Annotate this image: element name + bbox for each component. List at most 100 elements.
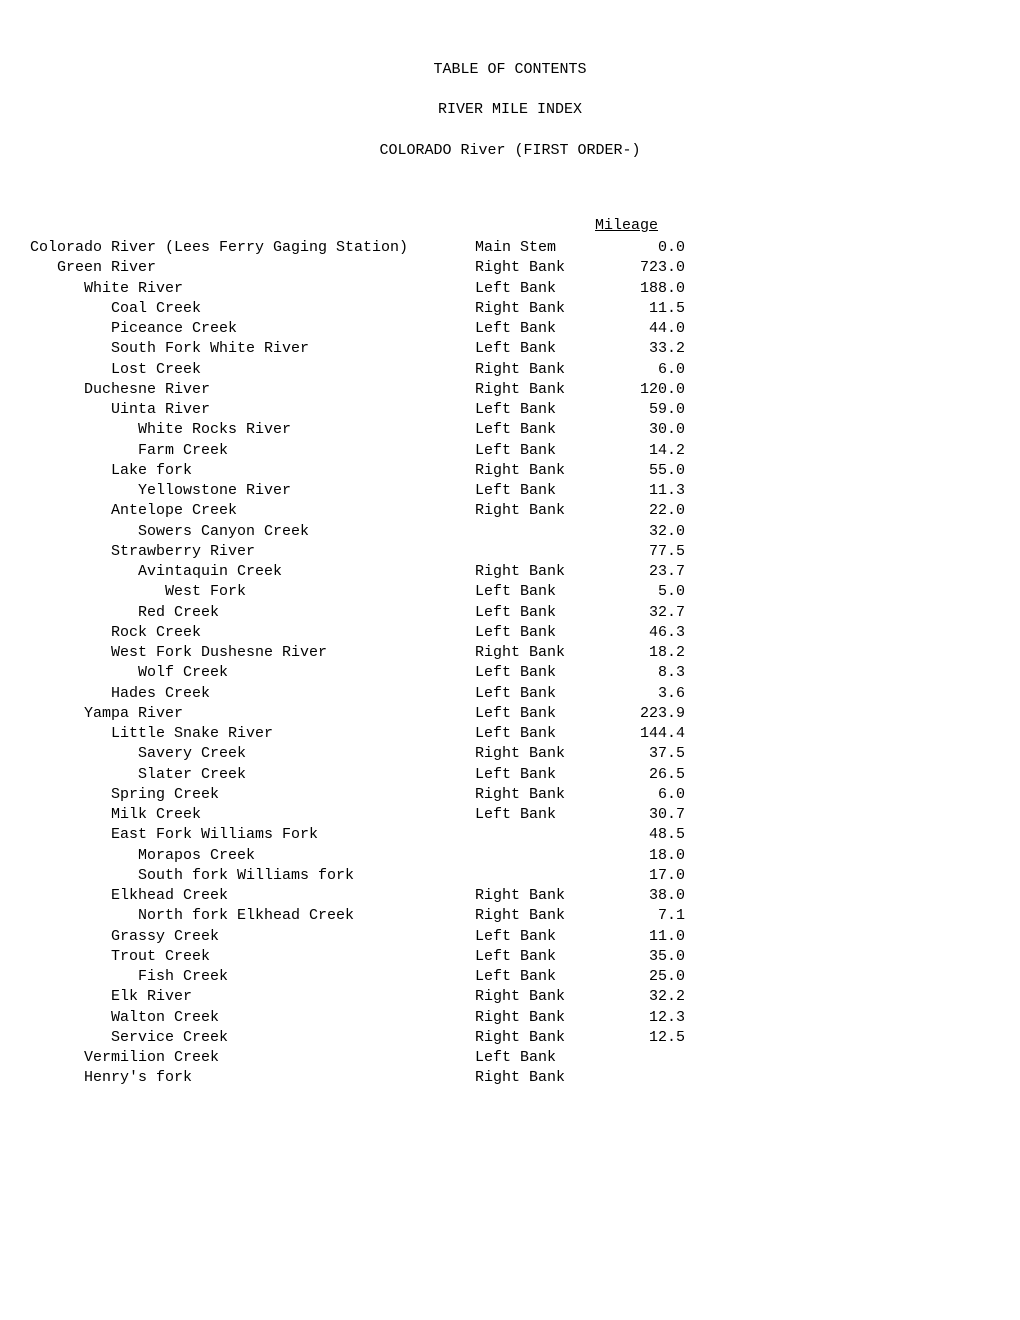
mileage-value: [595, 1068, 685, 1088]
bank-side: Right Bank: [475, 1028, 595, 1048]
mileage-value: 18.0: [595, 846, 685, 866]
bank-side: Left Bank: [475, 441, 595, 461]
table-row: Spring CreekRight Bank6.0: [30, 785, 1000, 805]
river-name: North fork Elkhead Creek: [30, 906, 475, 926]
table-row: Walton CreekRight Bank12.3: [30, 1008, 1000, 1028]
table-row: South fork Williams fork17.0: [30, 866, 1000, 886]
bank-side: [475, 825, 595, 845]
table-row: North fork Elkhead CreekRight Bank7.1: [30, 906, 1000, 926]
table-body: Colorado River (Lees Ferry Gaging Statio…: [30, 238, 1000, 1089]
bank-side: Right Bank: [475, 1008, 595, 1028]
river-name: Slater Creek: [30, 765, 475, 785]
header-mileage-col: Mileage: [595, 216, 685, 236]
river-name: Henry's fork: [30, 1068, 475, 1088]
table-row: Morapos Creek18.0: [30, 846, 1000, 866]
mileage-value: 55.0: [595, 461, 685, 481]
river-name: Wolf Creek: [30, 663, 475, 683]
river-name: Sowers Canyon Creek: [30, 522, 475, 542]
table-row: Avintaquin CreekRight Bank23.7: [30, 562, 1000, 582]
bank-side: Right Bank: [475, 886, 595, 906]
bank-side: Right Bank: [475, 380, 595, 400]
mileage-value: 32.0: [595, 522, 685, 542]
mileage-value: 30.7: [595, 805, 685, 825]
mileage-value: 25.0: [595, 967, 685, 987]
mileage-value: 14.2: [595, 441, 685, 461]
river-name: Strawberry River: [30, 542, 475, 562]
table-row: East Fork Williams Fork48.5: [30, 825, 1000, 845]
bank-side: Left Bank: [475, 1048, 595, 1068]
bank-side: Left Bank: [475, 765, 595, 785]
river-name: South fork Williams fork: [30, 866, 475, 886]
bank-side: Left Bank: [475, 663, 595, 683]
bank-side: Right Bank: [475, 643, 595, 663]
river-name: Avintaquin Creek: [30, 562, 475, 582]
bank-side: Right Bank: [475, 785, 595, 805]
bank-side: Left Bank: [475, 603, 595, 623]
header-name-col: [30, 216, 475, 236]
river-name: White Rocks River: [30, 420, 475, 440]
bank-side: Right Bank: [475, 258, 595, 278]
subtitle: RIVER MILE INDEX: [20, 100, 1000, 120]
table-row: Fish CreekLeft Bank25.0: [30, 967, 1000, 987]
table-row: Coal CreekRight Bank11.5: [30, 299, 1000, 319]
bank-side: Right Bank: [475, 461, 595, 481]
table-row: Colorado River (Lees Ferry Gaging Statio…: [30, 238, 1000, 258]
table-row: Rock CreekLeft Bank46.3: [30, 623, 1000, 643]
river-mile-table: Mileage Colorado River (Lees Ferry Gagin…: [20, 216, 1000, 1089]
river-name: South Fork White River: [30, 339, 475, 359]
table-row: Green RiverRight Bank723.0: [30, 258, 1000, 278]
table-row: Elkhead CreekRight Bank38.0: [30, 886, 1000, 906]
table-row: West Fork Dushesne RiverRight Bank18.2: [30, 643, 1000, 663]
mileage-value: 44.0: [595, 319, 685, 339]
table-row: Vermilion CreekLeft Bank: [30, 1048, 1000, 1068]
river-name: Colorado River (Lees Ferry Gaging Statio…: [30, 238, 475, 258]
river-name: Grassy Creek: [30, 927, 475, 947]
table-row: Duchesne RiverRight Bank120.0: [30, 380, 1000, 400]
mileage-value: 30.0: [595, 420, 685, 440]
river-name: Duchesne River: [30, 380, 475, 400]
table-row: White Rocks RiverLeft Bank30.0: [30, 420, 1000, 440]
mileage-value: 5.0: [595, 582, 685, 602]
river-name: Elk River: [30, 987, 475, 1007]
river-name: Green River: [30, 258, 475, 278]
bank-side: [475, 846, 595, 866]
table-row: Piceance CreekLeft Bank44.0: [30, 319, 1000, 339]
table-row: Farm CreekLeft Bank14.2: [30, 441, 1000, 461]
bank-side: Left Bank: [475, 339, 595, 359]
mileage-value: 3.6: [595, 684, 685, 704]
table-row: Service CreekRight Bank12.5: [30, 1028, 1000, 1048]
river-name: West Fork: [30, 582, 475, 602]
mileage-value: 26.5: [595, 765, 685, 785]
river-name: Uinta River: [30, 400, 475, 420]
table-row: Milk CreekLeft Bank30.7: [30, 805, 1000, 825]
table-row: South Fork White RiverLeft Bank33.2: [30, 339, 1000, 359]
river-line: COLORADO River (FIRST ORDER-): [20, 141, 1000, 161]
bank-side: Right Bank: [475, 744, 595, 764]
table-row: Hades CreekLeft Bank3.6: [30, 684, 1000, 704]
mileage-value: 223.9: [595, 704, 685, 724]
river-name: Trout Creek: [30, 947, 475, 967]
mileage-value: 18.2: [595, 643, 685, 663]
river-name: Coal Creek: [30, 299, 475, 319]
table-row: Savery CreekRight Bank37.5: [30, 744, 1000, 764]
bank-side: Left Bank: [475, 420, 595, 440]
mileage-value: 11.5: [595, 299, 685, 319]
river-name: Spring Creek: [30, 785, 475, 805]
bank-side: Left Bank: [475, 279, 595, 299]
table-row: Little Snake RiverLeft Bank144.4: [30, 724, 1000, 744]
mileage-value: 12.3: [595, 1008, 685, 1028]
table-row: Uinta RiverLeft Bank59.0: [30, 400, 1000, 420]
mileage-value: 37.5: [595, 744, 685, 764]
table-row: Lost CreekRight Bank6.0: [30, 360, 1000, 380]
table-row: Red CreekLeft Bank32.7: [30, 603, 1000, 623]
bank-side: Left Bank: [475, 481, 595, 501]
mileage-value: 188.0: [595, 279, 685, 299]
river-name: Service Creek: [30, 1028, 475, 1048]
mileage-value: 48.5: [595, 825, 685, 845]
mileage-value: 723.0: [595, 258, 685, 278]
bank-side: Right Bank: [475, 906, 595, 926]
bank-side: [475, 866, 595, 886]
river-name: Yampa River: [30, 704, 475, 724]
table-row: White RiverLeft Bank188.0: [30, 279, 1000, 299]
river-name: Piceance Creek: [30, 319, 475, 339]
